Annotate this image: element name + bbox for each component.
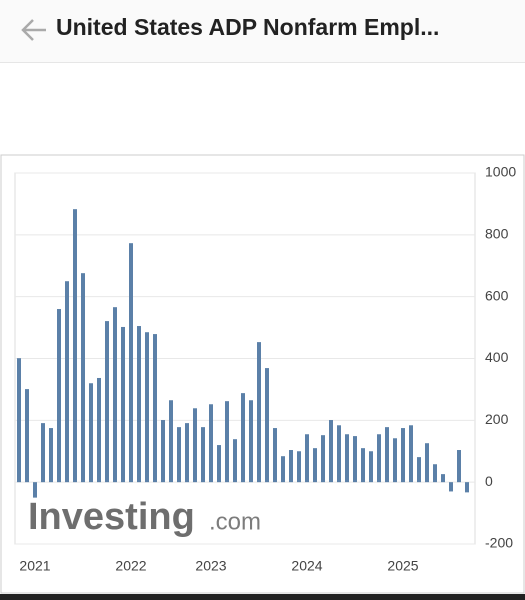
bar <box>17 358 21 483</box>
y-tick-label: 0 <box>485 473 493 489</box>
header: United States ADP Nonfarm Empl... <box>0 0 525 63</box>
y-tick-label: 200 <box>485 411 509 427</box>
bar <box>457 450 461 483</box>
bar <box>353 436 357 483</box>
bar <box>169 400 173 483</box>
bar <box>377 434 381 483</box>
x-tick-label: 2025 <box>387 558 418 574</box>
y-tick-label: 600 <box>485 287 509 303</box>
bar <box>177 427 181 483</box>
bar <box>217 445 221 483</box>
chart-frame <box>0 154 525 594</box>
bar <box>465 482 469 493</box>
watermark-brand: Investing <box>28 496 195 538</box>
bar <box>449 482 453 492</box>
y-tick-label: 800 <box>485 226 509 242</box>
bar <box>417 457 421 483</box>
bar <box>153 334 157 483</box>
bar <box>233 439 237 483</box>
bar <box>25 389 29 483</box>
bar <box>65 281 69 483</box>
bar <box>393 438 397 483</box>
bar <box>329 420 333 483</box>
bar <box>113 307 117 483</box>
bar <box>241 393 245 483</box>
y-tick-label: -200 <box>485 535 513 551</box>
bar <box>89 383 93 483</box>
bar <box>337 425 341 483</box>
bar <box>433 464 437 483</box>
chart: Investing .com -200 0 200 400 600 800 1000 2021… <box>0 154 525 594</box>
bar <box>409 425 413 483</box>
x-tick-label: 2023 <box>195 558 226 574</box>
bar <box>425 443 429 483</box>
bar <box>345 434 349 483</box>
bar <box>57 309 61 483</box>
page-title: United States ADP Nonfarm Empl... <box>56 14 440 40</box>
bar <box>49 428 53 483</box>
watermark-suffix: .com <box>209 508 261 535</box>
bar <box>289 450 293 483</box>
x-tick-label: 2022 <box>115 558 146 574</box>
bar <box>265 368 269 483</box>
bar <box>249 400 253 483</box>
bar <box>281 456 285 483</box>
x-tick-label: 2024 <box>291 558 322 574</box>
bar <box>129 243 133 483</box>
bar <box>385 427 389 483</box>
bar <box>441 474 445 483</box>
bar <box>361 448 365 483</box>
watermark: Investing .com <box>28 496 261 538</box>
bar <box>81 273 85 483</box>
bar <box>201 427 205 483</box>
bar <box>161 420 165 483</box>
bar <box>297 451 301 483</box>
y-tick-label: 1000 <box>485 164 516 180</box>
bar <box>321 435 325 483</box>
bar <box>209 404 213 483</box>
back-button[interactable] <box>20 16 48 44</box>
nav-bar <box>0 594 525 600</box>
bar <box>193 408 197 483</box>
bar <box>145 332 149 483</box>
bar <box>401 428 405 483</box>
bar <box>273 428 277 483</box>
bar <box>305 434 309 483</box>
bar <box>369 451 373 483</box>
bar <box>137 326 141 483</box>
bar <box>33 482 37 498</box>
bar <box>105 321 109 483</box>
bar <box>185 423 189 483</box>
x-tick-label: 2021 <box>19 558 50 574</box>
bar <box>225 401 229 483</box>
bar <box>73 209 77 483</box>
bar <box>313 448 317 483</box>
bar <box>257 342 261 483</box>
bar <box>121 326 125 483</box>
y-tick-label: 400 <box>485 349 509 365</box>
bar <box>41 423 45 483</box>
bar <box>97 377 101 483</box>
